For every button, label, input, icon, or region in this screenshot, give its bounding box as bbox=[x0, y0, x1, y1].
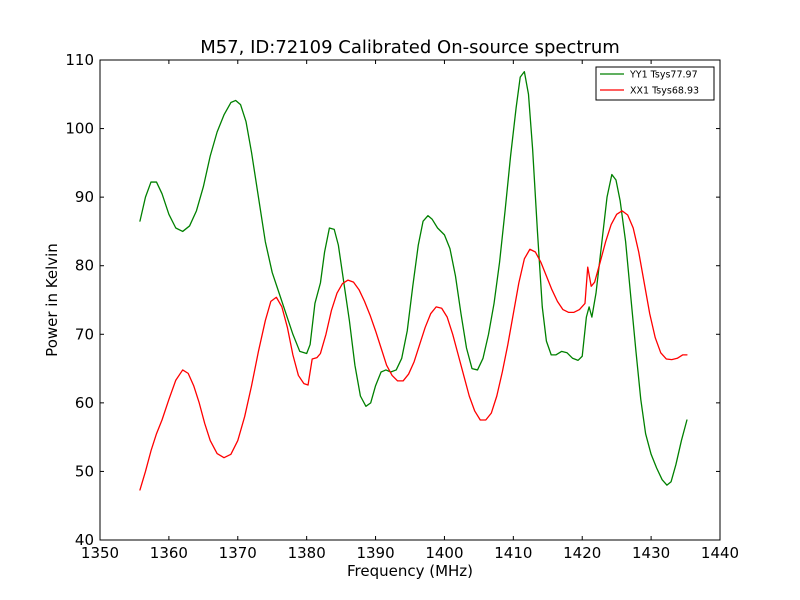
y-tick-label: 80 bbox=[75, 257, 94, 275]
chart-title: M57, ID:72109 Calibrated On-source spect… bbox=[200, 37, 620, 58]
y-tick-label: 50 bbox=[75, 462, 94, 480]
axis-ticks: 1350 1360 1370 1380 1390 1400 1410 1420 1430 1440… bbox=[65, 51, 739, 562]
series-line-yy1 bbox=[139, 71, 688, 486]
legend-box bbox=[595, 66, 715, 101]
x-tick-label: 1350 bbox=[81, 544, 119, 562]
x-tick-label: 1420 bbox=[563, 544, 601, 562]
legend-label-yy1: YY1 Tsys77.97 bbox=[629, 70, 698, 81]
legend-label-xx1: XX1 Tsys68.93 bbox=[630, 86, 699, 97]
y-tick-label: 90 bbox=[75, 188, 94, 206]
x-tick-label: 1380 bbox=[288, 544, 326, 562]
y-tick-label: 70 bbox=[75, 325, 94, 343]
x-tick-label: 1400 bbox=[425, 544, 463, 562]
x-tick-label: 1390 bbox=[356, 544, 394, 562]
series-line-xx1 bbox=[139, 210, 688, 491]
x-axis-label: Frequency (MHz) bbox=[347, 562, 473, 580]
y-axis-label: Power in Kelvin bbox=[43, 243, 61, 357]
x-tick-label: 1370 bbox=[219, 544, 257, 562]
x-tick-label: 1410 bbox=[494, 544, 532, 562]
legend: YY1 Tsys77.97 XX1 Tsys68.93 bbox=[595, 66, 715, 101]
y-tick-label: 60 bbox=[75, 394, 94, 412]
y-tick-label: 40 bbox=[75, 531, 94, 549]
x-tick-label: 1430 bbox=[632, 544, 670, 562]
x-tick-label: 1440 bbox=[701, 544, 739, 562]
y-tick-label: 110 bbox=[65, 51, 94, 69]
y-tick-label: 100 bbox=[65, 120, 94, 138]
x-tick-label: 1360 bbox=[150, 544, 188, 562]
plot-frame bbox=[99, 59, 721, 541]
plot-area bbox=[139, 71, 688, 491]
